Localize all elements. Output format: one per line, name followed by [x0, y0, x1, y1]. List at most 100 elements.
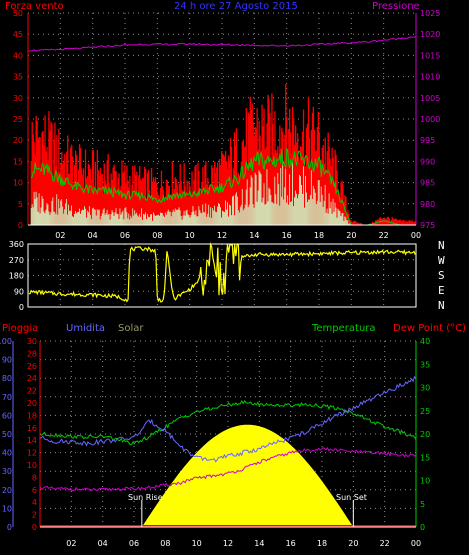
x-tick-label: 12: [223, 539, 233, 548]
temperature-tick-label: 15: [420, 453, 430, 462]
x-tick-label: 06: [129, 539, 139, 548]
rain-tick-label: 28: [27, 349, 37, 358]
y-left-tick-label: 20: [13, 136, 23, 145]
solar-label: Solar: [118, 323, 144, 334]
x-tick-label: 12: [217, 231, 227, 240]
humidity-tick-label: 90: [2, 356, 12, 365]
x-tick-label: 06: [120, 231, 130, 240]
x-tick-label: 08: [152, 231, 162, 240]
y-left-tick-label: 15: [13, 157, 23, 166]
x-tick-label: 04: [88, 231, 98, 240]
x-tick-label: 00: [411, 231, 421, 240]
y-right-tick-label: 985: [420, 179, 435, 188]
compass-label: W: [438, 254, 445, 267]
y-left-tick-label: 35: [13, 73, 23, 82]
dewpoint-line: [39, 446, 417, 492]
humidity-line: [39, 375, 417, 463]
humidity-tick-label: 80: [2, 374, 12, 383]
humidity-label: Umidita: [66, 323, 105, 334]
compass-label: E: [438, 284, 445, 297]
wind-avg-line: [30, 147, 415, 226]
humidity-tick-label: 50: [2, 430, 12, 439]
temperature-tick-label: 35: [420, 360, 430, 369]
rain-tick-label: 12: [27, 449, 37, 458]
y-right-tick-label: 1010: [420, 73, 440, 82]
temperature-tick-label: 5: [420, 500, 425, 509]
rain-tick-label: 20: [27, 399, 37, 408]
rain-tick-label: 16: [27, 424, 37, 433]
temperature-tick-label: 30: [420, 384, 430, 393]
x-tick-label: 16: [282, 231, 292, 240]
temperature-tick-label: 40: [420, 337, 430, 346]
rain-tick-label: 0: [32, 523, 37, 532]
rain-tick-label: 22: [27, 387, 37, 396]
pressure-line: [27, 36, 417, 52]
x-tick-label: 10: [185, 231, 195, 240]
wind-direction-line: [28, 242, 416, 303]
temperature-line: [39, 399, 417, 446]
x-tick-label: 22: [380, 539, 390, 548]
wind-panel: Forza vento 24 h ore 27 Agosto 2015 Pres…: [5, 1, 440, 240]
temperature-tick-label: 10: [420, 477, 430, 486]
y-left-tick-label: 30: [13, 94, 23, 103]
rain-tick-label: 8: [32, 473, 37, 482]
y-right-tick-label: 1015: [420, 51, 440, 60]
chart-title: 24 h ore 27 Agosto 2015: [174, 1, 298, 12]
y-right-tick-label: 1000: [420, 115, 440, 124]
x-tick-label: 10: [192, 539, 202, 548]
rain-tick-label: 30: [27, 337, 37, 346]
humidity-tick-label: 60: [2, 411, 12, 420]
x-tick-label: 02: [66, 539, 76, 548]
rain-label: Pioggia: [2, 323, 38, 334]
y-left-tick-label: 25: [13, 115, 23, 124]
wind-series: [27, 36, 417, 226]
y-tick-label: 180: [9, 272, 24, 281]
temperature-tick-label: 20: [420, 430, 430, 439]
y-left-tick-label: 50: [13, 9, 23, 18]
y-left-tick-label: 45: [13, 30, 23, 39]
humidity-tick-label: 0: [7, 523, 12, 532]
temperature-label: Temperatura: [311, 323, 376, 334]
sunrise-label: Sun Rise: [128, 493, 163, 502]
y-tick-label: 90: [14, 287, 24, 296]
x-tick-label: 18: [314, 231, 324, 240]
solar-area: [141, 424, 354, 527]
y-left-tick-label: 5: [18, 200, 23, 209]
y-tick-label: 360: [9, 240, 24, 249]
x-tick-label: 16: [286, 539, 296, 548]
direction-series: [28, 242, 416, 303]
humidity-tick-label: 30: [2, 467, 12, 476]
y-tick-label: 0: [19, 303, 24, 312]
compass-label: N: [438, 239, 445, 252]
compass-label: N: [438, 299, 445, 312]
x-tick-label: 00: [411, 539, 421, 548]
y-left-tick-label: 40: [13, 51, 23, 60]
humidity-tick-label: 100: [0, 337, 12, 346]
climate-panel: Pioggia Umidita Solar Temperatura Dew Po…: [0, 323, 466, 548]
x-tick-label: 20: [346, 231, 356, 240]
temperature-tick-label: 0: [420, 523, 425, 532]
y-left-tick-label: 10: [13, 179, 23, 188]
y-right-tick-label: 990: [420, 157, 435, 166]
x-tick-label: 04: [98, 539, 108, 548]
right-axis-title: Pressione: [372, 1, 420, 12]
x-tick-label: 08: [160, 539, 170, 548]
climate-axes: 0102030405060708090100024681012141618202…: [0, 337, 430, 548]
sunset-label: Sun Set: [336, 493, 367, 502]
y-right-tick-label: 975: [420, 221, 435, 230]
temperature-tick-label: 25: [420, 407, 430, 416]
left-axis-title: Forza vento: [5, 1, 64, 12]
rain-tick-label: 14: [27, 436, 37, 445]
humidity-tick-label: 40: [2, 449, 12, 458]
humidity-tick-label: 10: [2, 504, 12, 513]
rain-tick-label: 24: [27, 374, 37, 383]
x-tick-label: 02: [55, 231, 65, 240]
rain-tick-label: 2: [32, 511, 37, 520]
rain-tick-label: 26: [27, 362, 37, 371]
y-tick-label: 270: [9, 256, 24, 265]
climate-series: [39, 375, 417, 527]
rain-tick-label: 4: [32, 498, 37, 507]
